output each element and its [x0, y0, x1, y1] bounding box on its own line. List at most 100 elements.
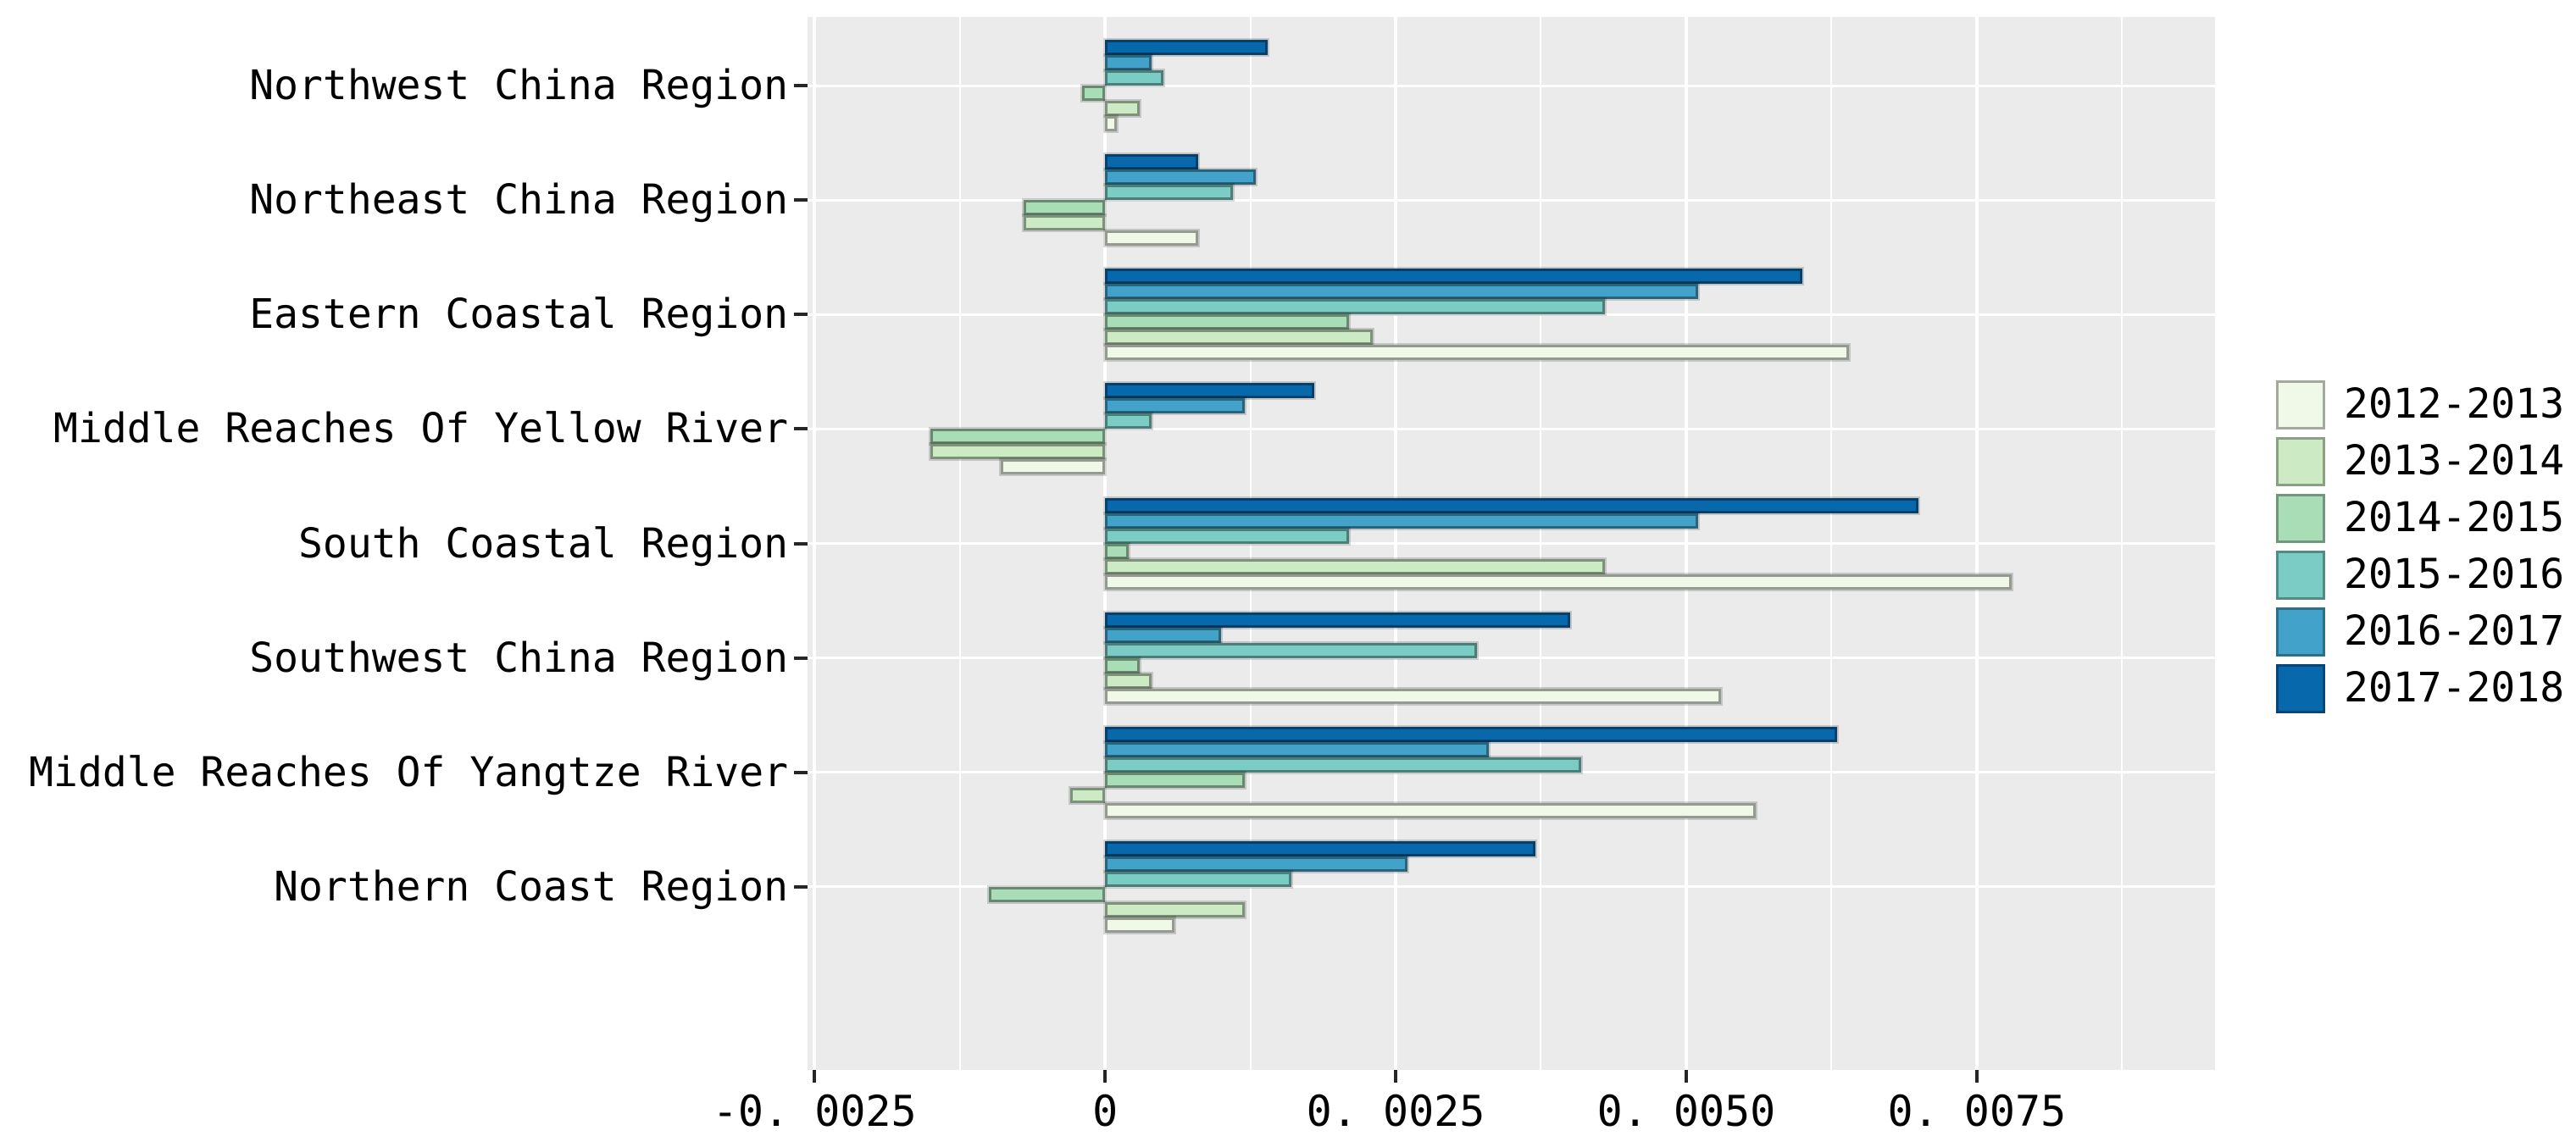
bar-2015-2016: [1103, 755, 1584, 774]
legend-swatch: [2276, 663, 2325, 713]
x-axis-tick-label: 0. 0075: [1887, 1087, 2067, 1136]
legend-item: 2014-2015: [2276, 490, 2564, 546]
bar-2016-2017: [1103, 168, 1258, 187]
bar-2015-2016: [1103, 869, 1293, 889]
bar-2012-2013: [1103, 686, 1724, 706]
legend-item: 2012-2013: [2276, 376, 2564, 433]
bar-2014-2015: [1022, 198, 1108, 218]
bar-2015-2016: [1103, 526, 1352, 546]
bar-2015-2016: [1103, 183, 1235, 202]
bar-2015-2016: [1103, 297, 1607, 317]
y-axis-tick: [794, 541, 808, 546]
x-axis-tick-label: 0. 0025: [1306, 1087, 1485, 1136]
y-axis-label: Eastern Coastal Region: [249, 291, 788, 339]
bar-2015-2016: [1103, 640, 1480, 660]
bar-2017-2018: [1103, 38, 1270, 58]
bar-2017-2018: [1103, 496, 1921, 515]
y-axis-label: Northeast China Region: [249, 176, 788, 224]
bar-2015-2016: [1103, 69, 1165, 88]
y-axis-label: Middle Reaches Of Yellow River: [53, 405, 788, 453]
legend-label: 2016-2017: [2344, 607, 2565, 655]
bar-2014-2015: [1103, 656, 1142, 675]
bar-2012-2013: [1103, 229, 1200, 248]
legend: 2012-2013 2013-2014 2014-2015 2015-2016 2016…: [2276, 376, 2564, 717]
bar-2017-2018: [1103, 152, 1200, 172]
bar-2013-2014: [1022, 213, 1108, 233]
bar-2016-2017: [1103, 511, 1700, 530]
gridline-horizontal-major: [808, 313, 2215, 316]
gridline-horizontal-major: [808, 542, 2215, 545]
legend-label: 2017-2018: [2344, 664, 2565, 712]
bar-2013-2014: [1068, 785, 1108, 805]
y-axis-label: Northern Coast Region: [274, 862, 788, 911]
y-axis-label: Middle Reaches Of Yangtze River: [29, 748, 788, 796]
bar-2015-2016: [1103, 412, 1153, 431]
x-axis-tick: [813, 1070, 817, 1083]
bar-2014-2015: [1103, 313, 1352, 332]
x-axis-tick: [1684, 1070, 1688, 1083]
legend-swatch: [2276, 380, 2325, 429]
legend-label: 2015-2016: [2344, 551, 2565, 598]
legend-swatch: [2276, 436, 2325, 486]
bar-2012-2013: [1103, 915, 1177, 934]
legend-swatch: [2276, 493, 2325, 543]
bar-2016-2017: [1103, 625, 1224, 645]
y-axis-tick: [794, 770, 808, 774]
y-axis-tick: [794, 313, 808, 317]
bar-2017-2018: [1103, 839, 1537, 858]
y-axis-tick: [794, 656, 808, 660]
y-axis-tick: [794, 198, 808, 202]
bar-2016-2017: [1103, 854, 1409, 873]
bar-2017-2018: [1103, 381, 1316, 401]
bar-2014-2015: [1103, 541, 1130, 561]
bar-2017-2018: [1103, 267, 1805, 286]
x-axis-tick: [1394, 1070, 1398, 1083]
y-axis-tick: [794, 84, 808, 88]
bar-2014-2015: [1080, 84, 1108, 103]
legend-label: 2014-2015: [2344, 494, 2565, 541]
gridline-horizontal-major: [808, 427, 2215, 430]
legend-label: 2012-2013: [2344, 380, 2565, 428]
y-axis-label: Northwest China Region: [249, 62, 788, 110]
gridline-horizontal-major: [808, 198, 2215, 202]
gridline-horizontal-major: [808, 657, 2215, 660]
bar-2016-2017: [1103, 53, 1153, 73]
bar-2013-2014: [1103, 99, 1142, 119]
x-axis-tick-label: -0. 0025: [712, 1087, 917, 1136]
bar-2017-2018: [1103, 610, 1572, 629]
bar-2012-2013: [998, 457, 1108, 477]
y-axis-tick: [794, 884, 808, 889]
bar-2012-2013: [1103, 572, 2013, 591]
bar-2014-2015: [1103, 770, 1246, 790]
x-axis-tick: [1103, 1070, 1108, 1083]
bar-2012-2013: [1103, 343, 1851, 363]
plot-panel: [808, 17, 2215, 1070]
gridline-horizontal-major: [808, 885, 2215, 889]
y-axis-tick: [794, 427, 808, 431]
x-axis-tick: [1974, 1070, 1979, 1083]
bar-2013-2014: [929, 442, 1108, 462]
y-axis-label: Southwest China Region: [249, 634, 788, 682]
bar-2013-2014: [1103, 671, 1153, 690]
gridline-horizontal-major: [808, 771, 2215, 774]
legend-label: 2013-2014: [2344, 437, 2565, 485]
bar-2014-2015: [929, 427, 1108, 446]
legend-item: 2015-2016: [2276, 546, 2564, 603]
legend-item: 2016-2017: [2276, 603, 2564, 660]
x-axis-tick-label: 0. 0050: [1596, 1087, 1776, 1136]
bar-2013-2014: [1103, 557, 1607, 576]
x-axis-tick-label: 0: [1092, 1087, 1119, 1136]
bar-2013-2014: [1103, 328, 1374, 347]
bar-2012-2013: [1103, 801, 1758, 820]
bar-2012-2013: [1103, 114, 1119, 134]
bar-2016-2017: [1103, 740, 1491, 759]
bar-2017-2018: [1103, 724, 1840, 744]
bar-2016-2017: [1103, 282, 1700, 302]
legend-swatch: [2276, 607, 2325, 657]
legend-item: 2017-2018: [2276, 660, 2564, 717]
bar-2014-2015: [986, 884, 1108, 904]
bar-2013-2014: [1103, 900, 1246, 919]
legend-item: 2013-2014: [2276, 433, 2564, 490]
gridline-horizontal-major: [808, 84, 2215, 87]
